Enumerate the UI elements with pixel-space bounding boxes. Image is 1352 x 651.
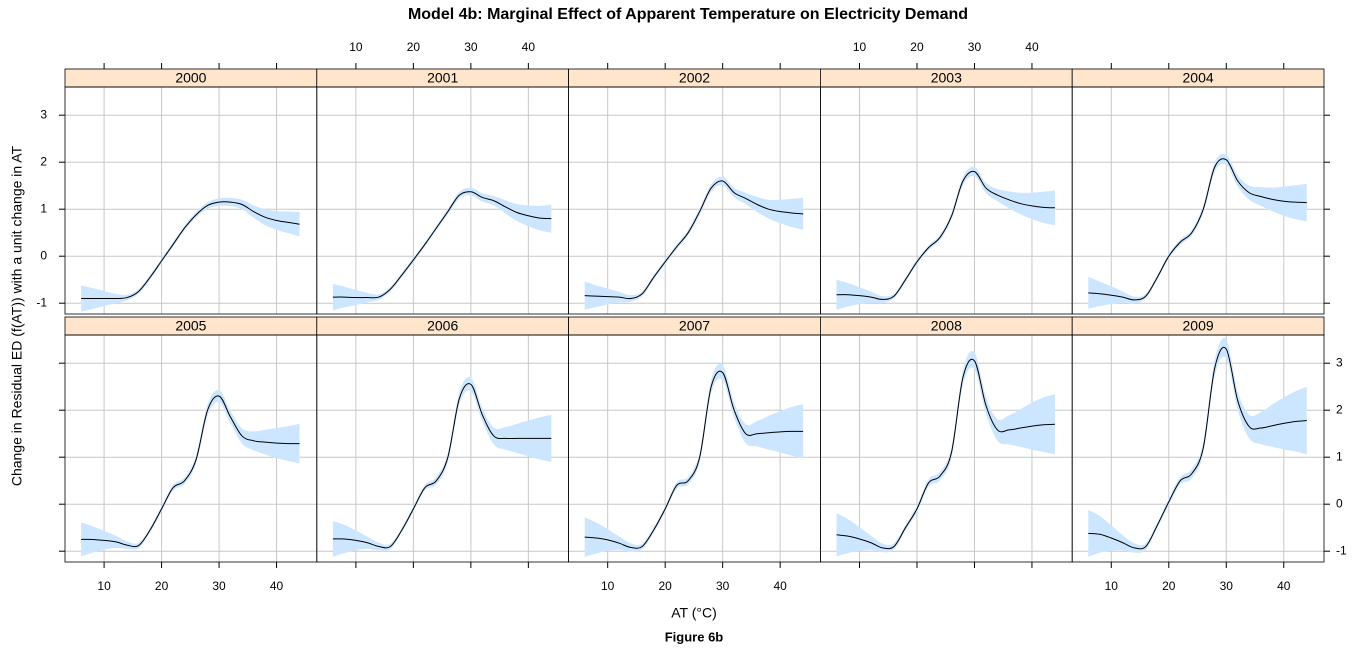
- x-tick-label: 30: [464, 40, 478, 54]
- line: [332, 191, 552, 299]
- y-axis-label: Change in Residual ED (f(AT)) with a uni…: [9, 145, 25, 486]
- strip-label: 2001: [427, 70, 458, 86]
- confidence-band: [332, 187, 552, 311]
- y-tick-label: 2: [1336, 402, 1343, 416]
- strip-label: 2003: [931, 70, 962, 86]
- y-tick-label: 1: [1336, 449, 1343, 463]
- confidence-band: [836, 166, 1055, 310]
- x-tick-label: 30: [1220, 579, 1234, 593]
- x-tick-label: 20: [155, 579, 169, 593]
- x-tick-label: 10: [601, 579, 615, 593]
- y-tick-label: 1: [40, 201, 47, 215]
- strip-label: 2007: [679, 318, 710, 334]
- line: [584, 180, 804, 300]
- x-tick-label: 10: [349, 40, 363, 54]
- line: [836, 170, 1055, 300]
- x-tick-label: 40: [522, 40, 536, 54]
- confidence-band: [1088, 338, 1307, 557]
- y-tick-label: 0: [40, 248, 47, 262]
- confidence-band: [332, 377, 552, 557]
- strip-label: 2000: [175, 70, 206, 86]
- panel-border: [64, 86, 318, 315]
- x-axis-label: AT (°C): [671, 605, 717, 621]
- strip-label: 2002: [679, 70, 710, 86]
- line: [584, 370, 804, 549]
- strip-label: 2009: [1183, 318, 1214, 334]
- y-tick-label: 2: [40, 154, 47, 168]
- confidence-band: [584, 363, 804, 557]
- panel-border: [316, 86, 569, 315]
- x-tick-label: 10: [853, 40, 867, 54]
- caption: Figure 6b: [665, 629, 724, 644]
- line: [1088, 346, 1307, 550]
- x-tick-label: 30: [716, 579, 730, 593]
- confidence-band: [836, 351, 1055, 557]
- confidence-band: [1088, 153, 1307, 309]
- x-tick-label: 10: [97, 579, 111, 593]
- x-tick-label: 40: [1277, 579, 1291, 593]
- x-tick-label: 30: [212, 579, 226, 593]
- x-tick-label: 20: [1162, 579, 1176, 593]
- confidence-band: [584, 176, 804, 310]
- y-tick-label: 0: [1336, 496, 1343, 510]
- x-tick-label: 40: [1025, 40, 1039, 54]
- x-tick-label: 20: [407, 40, 421, 54]
- strip-label: 2004: [1183, 70, 1214, 86]
- x-tick-label: 20: [910, 40, 924, 54]
- line: [1088, 158, 1307, 301]
- line: [836, 358, 1055, 550]
- panel-border: [1071, 334, 1325, 563]
- x-tick-label: 10: [1105, 579, 1119, 593]
- strip-label: 2008: [931, 318, 962, 334]
- line: [81, 201, 300, 300]
- x-tick-label: 40: [773, 579, 787, 593]
- y-tick-label: -1: [1336, 543, 1347, 557]
- confidence-band: [81, 197, 300, 312]
- y-tick-label: 3: [40, 107, 47, 121]
- x-tick-label: 30: [968, 40, 982, 54]
- panel-border: [1071, 86, 1325, 315]
- strip-label: 2006: [427, 318, 458, 334]
- x-tick-label: 20: [659, 579, 673, 593]
- line: [81, 395, 300, 548]
- y-tick-label: 3: [1336, 355, 1343, 369]
- strip-label: 2005: [175, 318, 206, 334]
- line: [332, 383, 552, 549]
- y-tick-label: -1: [36, 295, 47, 309]
- chart-title: Model 4b: Marginal Effect of Apparent Te…: [408, 6, 968, 23]
- x-tick-label: 40: [270, 579, 284, 593]
